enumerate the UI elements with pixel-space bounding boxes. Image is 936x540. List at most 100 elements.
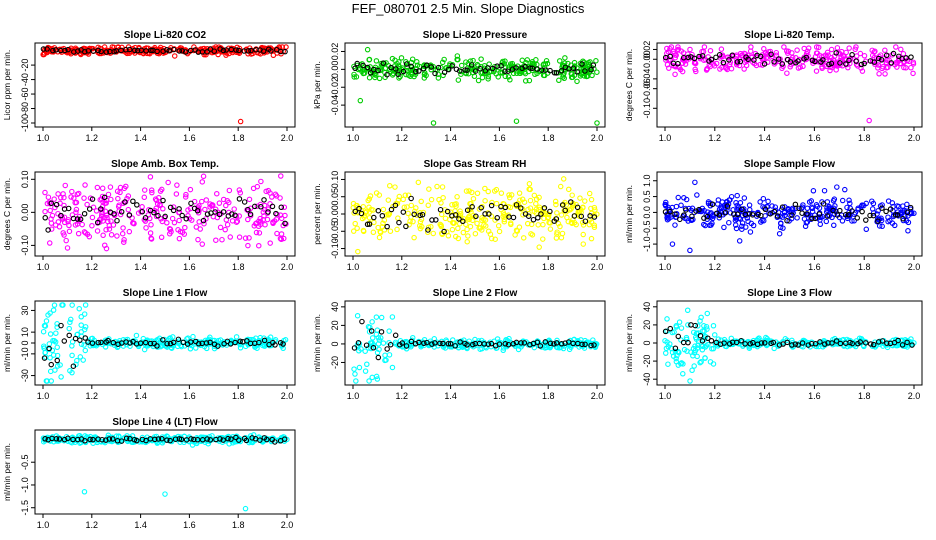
overlay-point [812, 341, 819, 347]
overlay-point [392, 202, 399, 209]
overlay-point [582, 68, 588, 74]
data-point [562, 55, 568, 61]
overlay-point [692, 322, 698, 329]
data-point [678, 325, 685, 331]
data-point [60, 191, 66, 197]
y-tick-label: -40 [20, 73, 30, 86]
overlay-point [77, 337, 83, 343]
overlay-point [486, 211, 492, 217]
data-point [803, 219, 810, 226]
data-point [438, 211, 445, 218]
data-point [445, 233, 452, 239]
data-point [526, 181, 533, 187]
data-point [735, 206, 742, 212]
overlay-point [734, 59, 741, 65]
data-point [121, 185, 128, 192]
overlay-point [355, 340, 362, 346]
overlay-point [44, 46, 50, 52]
overlay-point [535, 215, 541, 221]
data-point [482, 198, 488, 204]
outlier-point [594, 120, 600, 126]
y-tick-label: -0.5 [20, 454, 30, 470]
overlay-point [61, 338, 68, 344]
overlay-point [485, 341, 492, 347]
data-point [254, 183, 261, 190]
data-point [68, 194, 74, 200]
overlay-point [833, 50, 839, 56]
overlay-point [502, 68, 508, 75]
x-tick-label: 2.0 [908, 262, 921, 272]
overlay-point [195, 340, 202, 347]
data-point [482, 185, 488, 192]
data-point [163, 343, 170, 349]
data-point [352, 371, 358, 377]
y-tick-label: -100 [20, 114, 30, 132]
data-point [141, 187, 148, 193]
data-point [368, 206, 374, 213]
data-point [794, 215, 800, 221]
overlay-point [833, 338, 840, 344]
overlay-point [834, 212, 841, 218]
overlay-point [482, 211, 488, 217]
overlay-point [724, 203, 731, 209]
data-point [81, 342, 87, 348]
data-point [52, 367, 58, 373]
overlay-point [863, 217, 869, 223]
data-point [377, 67, 384, 74]
overlay-point [529, 65, 536, 72]
data-point [148, 187, 155, 193]
data-point [426, 186, 432, 192]
overlay-point [82, 48, 88, 55]
overlay-point [809, 57, 816, 64]
overlay-point [223, 47, 229, 53]
data-point [182, 194, 189, 200]
data-point [522, 78, 529, 84]
overlay-point [75, 436, 81, 443]
overlay-point [849, 340, 856, 347]
overlay-point [667, 325, 674, 332]
overlay-point [733, 339, 740, 346]
x-tick-label: 1.4 [134, 133, 147, 143]
data-point [684, 307, 691, 314]
data-point [536, 194, 542, 201]
overlay-point [154, 343, 160, 349]
data-point [571, 59, 578, 66]
data-point [664, 216, 671, 223]
data-point [697, 318, 703, 324]
data-point [875, 62, 882, 68]
data-point [278, 236, 285, 243]
overlay-point [456, 216, 462, 222]
overlay-point [468, 62, 475, 68]
data-point [485, 210, 491, 216]
data-point [237, 344, 244, 351]
data-point [246, 196, 253, 203]
data-point [458, 71, 464, 77]
overlay-point [770, 339, 777, 346]
x-tick-label: 1.6 [808, 262, 821, 272]
data-point [910, 70, 916, 77]
data-point [396, 75, 402, 81]
overlay-point [143, 437, 149, 444]
overlay-point [473, 213, 479, 220]
overlay-point [900, 215, 906, 222]
overlay-point [101, 194, 108, 201]
data-point [133, 332, 140, 339]
overlay-point [680, 212, 687, 218]
data-point [800, 344, 806, 350]
data-point [411, 73, 417, 80]
data-point [82, 324, 89, 330]
overlay-point [265, 209, 271, 215]
data-point [780, 63, 786, 70]
overlay-point [870, 212, 877, 219]
x-tick-label: 1.8 [232, 391, 245, 401]
data-point [42, 189, 48, 196]
data-point [463, 70, 469, 76]
data-point [45, 194, 52, 200]
overlay-point [126, 212, 133, 218]
data-point [46, 341, 53, 347]
overlay-point [103, 49, 110, 55]
data-point [482, 223, 489, 229]
data-point [692, 60, 699, 67]
overlay-point [215, 343, 221, 349]
data-point [114, 233, 120, 239]
